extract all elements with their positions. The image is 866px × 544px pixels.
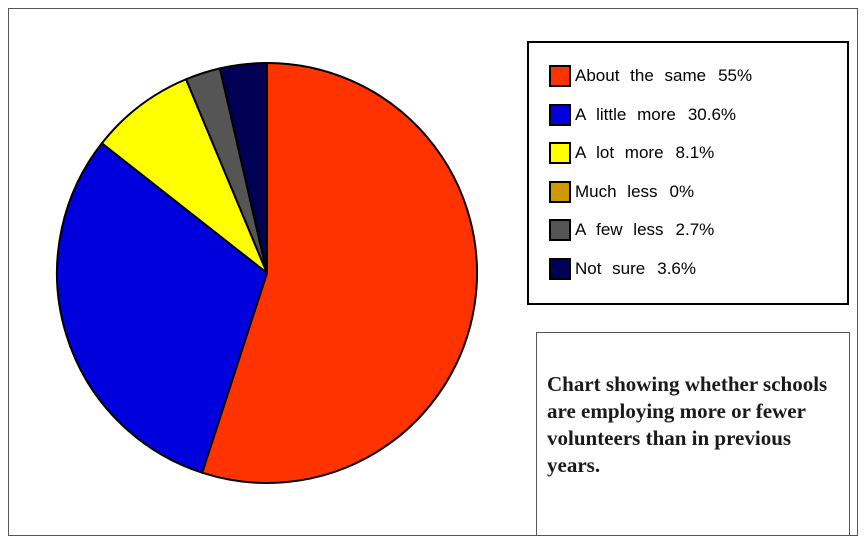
legend-label: Much less: [575, 181, 658, 201]
legend-value: 30.6%: [687, 104, 737, 124]
legend-label: A few less: [575, 220, 664, 239]
legend-item-a-few-less: A few less 2.7%: [549, 217, 714, 243]
legend-label: A lot more: [575, 143, 664, 162]
pie-slice-not-sure: [218, 62, 268, 274]
legend-swatch-a-lot-more: [549, 142, 571, 164]
legend-item-not-sure: Not sure 3.6%: [549, 256, 696, 282]
pie-chart: [56, 62, 478, 484]
legend-swatch-a-few-less: [549, 219, 571, 241]
legend-value: 55%: [718, 66, 753, 85]
chart-legend: About the same 55% A little more 30.6% A lot…: [527, 41, 849, 305]
caption-box: Chart showing whether schools are employ…: [536, 332, 850, 536]
legend-value: 3.6%: [657, 258, 696, 278]
legend-label: Not sure: [575, 258, 646, 278]
legend-label: About the same: [575, 66, 707, 85]
legend-value: 8.1%: [675, 143, 715, 162]
legend-item-much-less: Much less 0%: [549, 179, 694, 205]
pie-slice-a-lot-more: [100, 78, 268, 274]
legend-swatch-much-less: [549, 180, 571, 203]
chart-frame: About the same 55% A little more 30.6% A lot…: [8, 8, 858, 536]
legend-value: 0%: [669, 181, 695, 201]
legend-item-a-little-more: A little more 30.6%: [549, 102, 736, 128]
legend-item-about-the-same: About the same 55%: [549, 63, 752, 89]
legend-swatch-about-the-same: [549, 65, 571, 87]
pie-slice-about-the-same: [201, 62, 478, 484]
chart-caption: Chart showing whether schools are employ…: [547, 372, 828, 477]
legend-label: A little more: [575, 104, 676, 124]
legend-item-a-lot-more: A lot more 8.1%: [549, 140, 714, 166]
legend-swatch-not-sure: [549, 257, 571, 280]
legend-value: 2.7%: [675, 220, 715, 239]
pie-slice-a-little-more: [56, 142, 268, 474]
legend-swatch-a-little-more: [549, 103, 571, 126]
